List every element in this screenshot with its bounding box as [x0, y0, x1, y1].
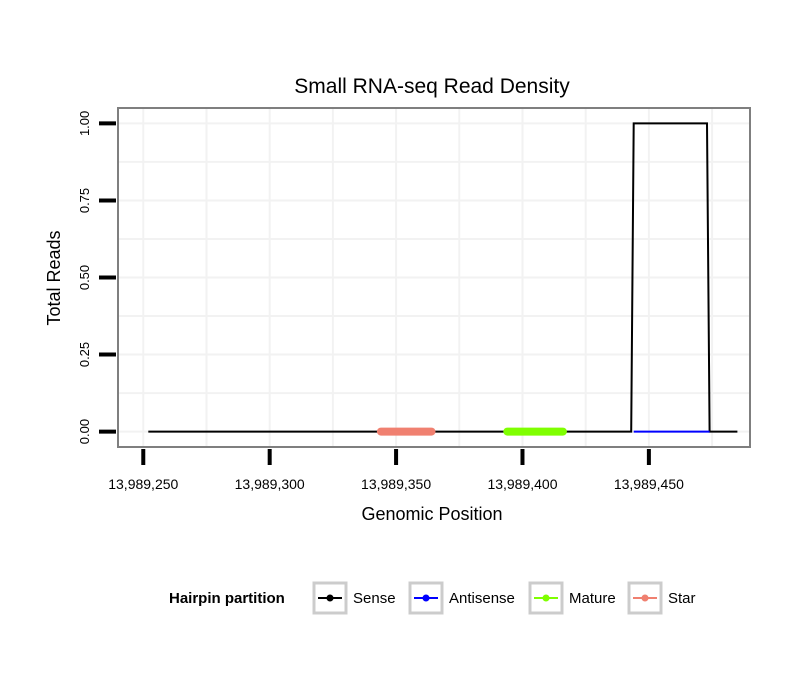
y-tick-label: 0.00: [77, 419, 92, 444]
x-tick-label: 13,989,300: [235, 476, 305, 492]
legend-label: Star: [668, 590, 696, 607]
y-axis-label: Total Reads: [44, 230, 64, 325]
legend-title: Hairpin partition: [169, 590, 285, 607]
x-tick-label: 13,989,250: [108, 476, 178, 492]
legend-label: Antisense: [449, 590, 515, 607]
legend-item-star: Star: [627, 581, 696, 615]
data-series: [148, 122, 738, 436]
legend-item-antisense: Antisense: [408, 581, 515, 615]
legend-key-point: [542, 594, 550, 602]
legend-label: Sense: [353, 590, 396, 607]
x-tick-label: 13,989,350: [361, 476, 431, 492]
plot-panel-border: [117, 107, 751, 448]
legend: Hairpin partition Sense Antisense Mature St…: [169, 581, 696, 615]
y-tick-label: 0.25: [77, 342, 92, 367]
x-axis: 13,989,250 13,989,300 13,989,350 13,989,400…: [108, 449, 684, 492]
y-tick-label: 0.75: [77, 188, 92, 213]
x-axis-label: Genomic Position: [361, 504, 502, 524]
y-tick-label: 1.00: [77, 111, 92, 136]
legend-label: Mature: [569, 590, 616, 607]
grid-lines: [118, 108, 750, 447]
legend-item-mature: Mature: [528, 581, 616, 615]
y-axis: 0.00 0.25 0.50 0.75 1.00: [77, 111, 116, 444]
legend-key-point: [326, 594, 334, 602]
y-tick-label: 0.50: [77, 265, 92, 290]
x-tick-label: 13,989,400: [487, 476, 557, 492]
x-tick-label: 13,989,450: [614, 476, 684, 492]
legend-key-point: [641, 594, 649, 602]
chart-title: Small RNA-seq Read Density: [294, 75, 570, 98]
legend-item-sense: Sense: [312, 581, 396, 615]
legend-key-point: [422, 594, 430, 602]
